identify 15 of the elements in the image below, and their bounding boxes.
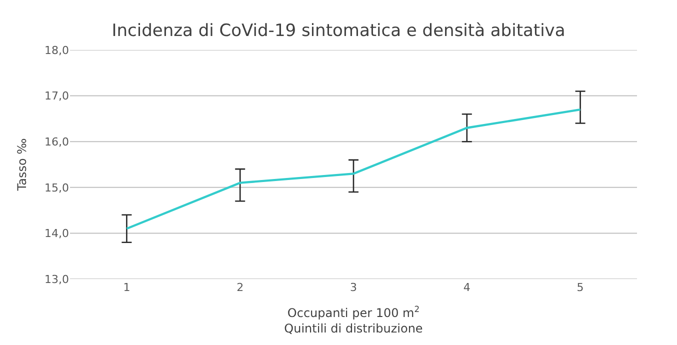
x-tick-label: 4 <box>463 281 470 294</box>
y-tick-label: 17,0 <box>44 90 69 103</box>
chart-title: Incidenza di CoVid-19 sintomatica e densità abitativa <box>112 21 566 42</box>
x-tick-label: 5 <box>576 281 584 294</box>
x-tick-label: 3 <box>350 281 357 294</box>
x-tick-label: 2 <box>236 281 244 294</box>
x-tick-label: 1 <box>123 281 130 294</box>
y-axis-title: Tasso ‰ <box>14 138 29 192</box>
y-tick-label: 16,0 <box>44 135 69 148</box>
line-series <box>126 108 582 230</box>
x-axis-title: Occupanti per 100 m$^{2}$ Quintili di distribuzione <box>284 304 423 336</box>
y-tick-label: 15,0 <box>44 181 69 194</box>
y-tick-label: 18,0 <box>44 44 69 57</box>
y-tick-label: 14,0 <box>44 227 69 240</box>
y-tick-label: 13,0 <box>44 272 69 286</box>
